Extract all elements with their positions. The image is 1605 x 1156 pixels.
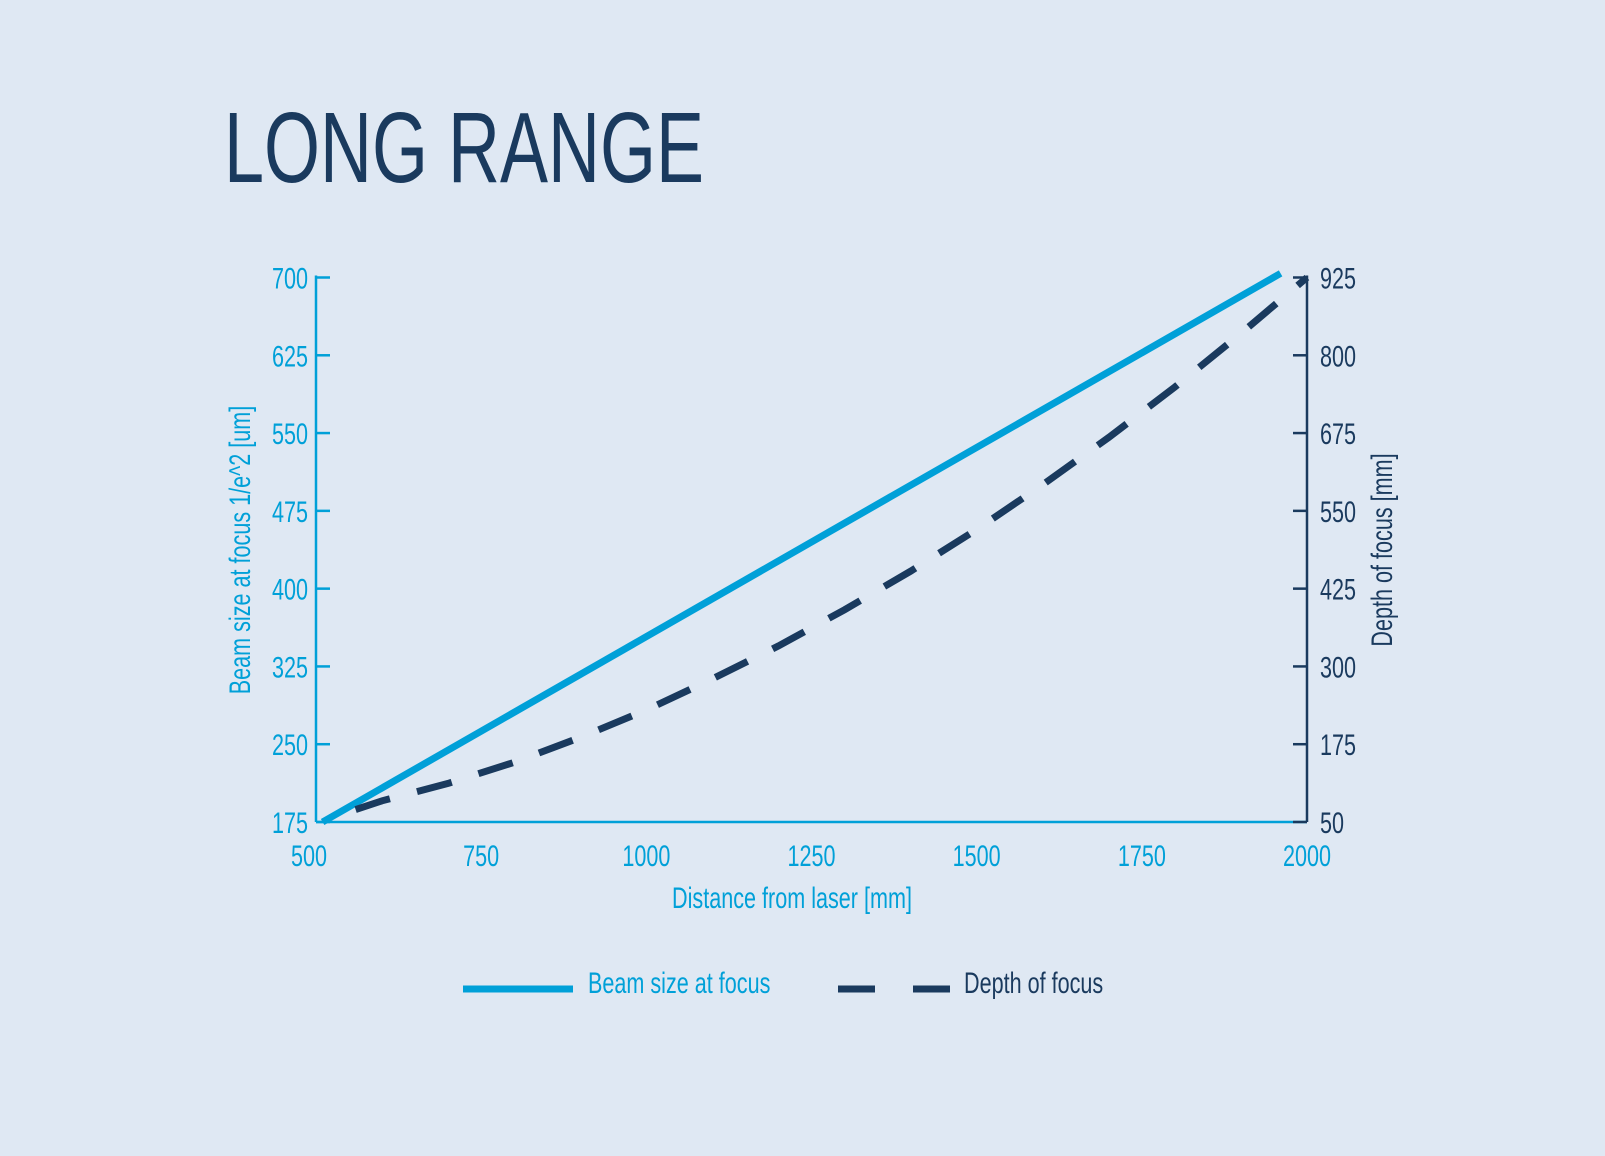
- x-tick-label: 1000: [622, 838, 670, 872]
- y-right-axis-title: Depth of focus [mm]: [1364, 453, 1398, 646]
- y-right-tick-label: 925: [1320, 261, 1356, 295]
- y-right-tick-label: 425: [1320, 572, 1356, 606]
- y-right-tick-label: 175: [1320, 728, 1356, 762]
- x-tick-label: 750: [463, 838, 499, 872]
- x-tick-label: 500: [291, 838, 327, 872]
- y-right-tick-label: 800: [1320, 339, 1356, 373]
- y-left-tick-label: 400: [272, 572, 308, 606]
- chart-title: LONG RANGE: [224, 92, 704, 203]
- x-tick-label: 1750: [1118, 838, 1166, 872]
- y-left-tick-label: 550: [272, 417, 308, 451]
- y-left-tick-label: 250: [272, 728, 308, 762]
- legend-label-beam-size: Beam size at focus: [588, 965, 770, 999]
- legend-label-depth-of-focus: Depth of focus: [964, 965, 1103, 999]
- y-left-tick-label: 625: [272, 339, 308, 373]
- x-axis-title: Distance from laser [mm]: [672, 880, 912, 914]
- series-line-beam-size: [320, 270, 1283, 826]
- y-right-tick-label: 50: [1320, 805, 1344, 839]
- y-left-axis-title: Beam size at focus 1/e^2 [um]: [222, 406, 256, 695]
- y-right-tick-label: 675: [1320, 417, 1356, 451]
- x-tick-label: 1500: [953, 838, 1001, 872]
- x-tick-label: 1250: [787, 838, 835, 872]
- x-tick-label: 2000: [1283, 838, 1331, 872]
- y-left-tick-label: 175: [272, 805, 308, 839]
- y-right-tick-label: 550: [1320, 494, 1356, 528]
- y-left-tick-label: 700: [272, 261, 308, 295]
- y-left-tick-label: 475: [272, 494, 308, 528]
- series-line-depth-of-focus: [354, 274, 1310, 813]
- y-left-tick-label: 325: [272, 650, 308, 684]
- y-right-tick-label: 300: [1320, 650, 1356, 684]
